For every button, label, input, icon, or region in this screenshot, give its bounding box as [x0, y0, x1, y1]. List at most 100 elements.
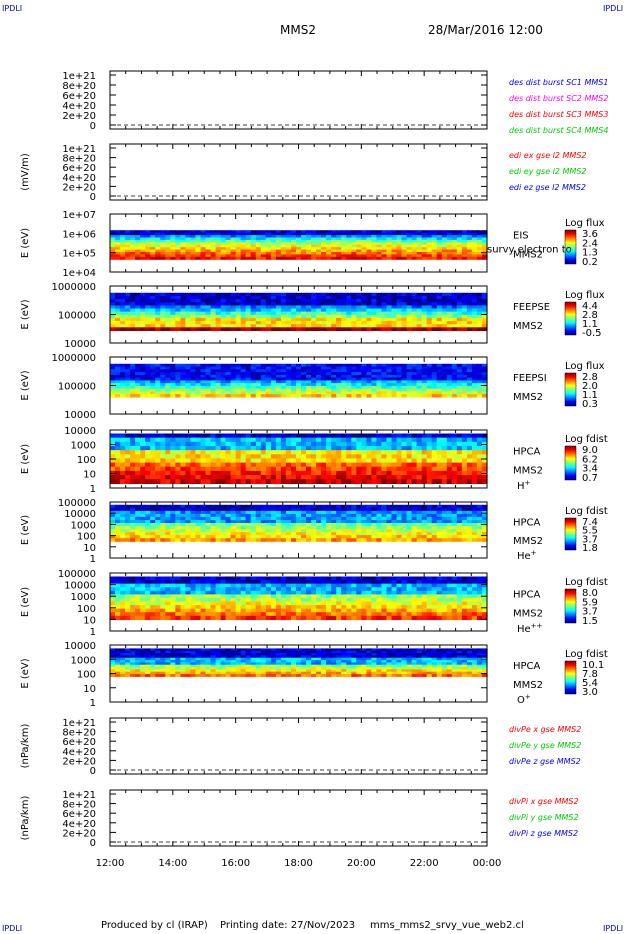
- panel-3-cell: [225, 247, 232, 251]
- panel-6-cell: [245, 446, 252, 451]
- panel-6-cell: [240, 433, 247, 439]
- panel-5-colorbar-title: Log flux: [565, 361, 605, 372]
- panel-5-cell: [346, 394, 352, 398]
- panel-5-cell: [120, 374, 126, 379]
- panel-3-cell: [306, 230, 312, 234]
- panel-5-cell: [205, 394, 212, 398]
- panel-4-cell: [396, 302, 403, 306]
- panel-7-cell: [351, 529, 357, 533]
- panel-3-cell: [321, 244, 327, 248]
- panel-7-cell: [190, 516, 196, 521]
- panel-3-cell: [170, 252, 176, 255]
- panel-3-cell: [215, 239, 222, 243]
- panel-5-cell: [225, 380, 232, 384]
- panel-4-cell: [230, 314, 237, 319]
- panel-5-cell: [291, 374, 297, 379]
- panel-5-cell: [170, 394, 176, 398]
- panel-6-cell: [280, 458, 287, 464]
- panel-4-cell: [396, 308, 403, 313]
- panel-7-cell: [456, 504, 463, 509]
- panel-4-cell: [280, 296, 287, 300]
- panel-6-cell: [205, 446, 212, 451]
- panel-3-cell: [270, 244, 277, 248]
- panel-5-cell: [115, 366, 121, 370]
- panel-7-cell: [446, 529, 453, 533]
- panel-4-cell: [120, 317, 126, 322]
- panel-5-cell: [190, 385, 196, 390]
- panel-7-cell: [235, 535, 242, 539]
- panel-5-cell: [471, 391, 478, 395]
- panel-6-cell: [120, 441, 126, 447]
- panel-5-cell: [331, 391, 337, 395]
- panel-3-cell: [482, 256, 488, 260]
- panel-3-cell: [426, 244, 433, 248]
- panel-7-cell: [230, 504, 237, 509]
- panel-5-cell: [120, 388, 126, 392]
- panel-6-cell: [431, 454, 438, 460]
- panel-3-cell: [301, 235, 307, 239]
- panel-6-cell: [376, 470, 382, 476]
- panel-3-cell: [110, 252, 116, 255]
- panel-7-cell: [230, 520, 237, 524]
- panel-5-cell: [145, 380, 151, 384]
- panel-6-cell: [275, 466, 282, 472]
- panel-5-cell: [371, 394, 377, 398]
- panel-4-cell: [376, 317, 382, 322]
- panel-4-cell: [476, 299, 483, 303]
- panel-5-cell: [301, 380, 307, 384]
- panel-4-cell: [125, 324, 131, 328]
- panel-4-cell: [170, 296, 176, 300]
- panel-4-cell: [115, 292, 121, 297]
- panel-3-cell: [296, 244, 302, 248]
- panel-5-cell: [482, 380, 488, 384]
- panel-7-cell: [285, 535, 292, 539]
- panel-4-cell: [265, 302, 272, 306]
- panel-4-cell: [145, 311, 151, 316]
- panel-6-cell: [431, 433, 438, 439]
- panel-3-cell: [306, 239, 312, 243]
- panel-6-cell: [120, 462, 126, 468]
- panel-5-cell: [195, 394, 202, 398]
- panel-3-cell: [386, 239, 393, 243]
- panel-7-cell: [361, 504, 367, 509]
- panel-6-cell: [321, 454, 327, 460]
- panel-4-cell: [321, 296, 327, 300]
- panel-7-cell: [476, 520, 483, 524]
- panel-7-cell: [316, 507, 322, 512]
- panel-7-cell: [406, 516, 413, 521]
- panel-7-cell: [461, 535, 468, 539]
- panel-4-cell: [150, 302, 156, 306]
- panel-6-cell: [416, 475, 423, 480]
- panel-5-cell: [456, 394, 463, 398]
- panel-6-cell: [311, 475, 317, 480]
- panel-4-cell: [140, 302, 146, 306]
- panel-3-cell: [255, 232, 262, 236]
- panel-7-cell: [311, 529, 317, 533]
- panel-7-cell: [482, 535, 488, 539]
- panel-5-cell: [482, 391, 488, 395]
- panel-6-cell: [296, 450, 302, 455]
- panel-6-cell: [135, 462, 141, 468]
- panel-7-cell: [275, 523, 282, 527]
- panel-5-cell: [301, 385, 307, 390]
- panel-6-cell: [215, 437, 222, 443]
- panel-3-colorbar-title: Log flux: [565, 218, 605, 229]
- panel-6-cell: [391, 454, 398, 460]
- panel-3-cell: [376, 230, 382, 234]
- panel-6-cell: [321, 466, 327, 472]
- panel-5-cell: [446, 380, 453, 384]
- panel-5-cell: [421, 372, 428, 376]
- panel-6-cell: [160, 433, 166, 439]
- panel-4-cell: [451, 321, 458, 325]
- panel-7-cell: [301, 538, 307, 542]
- panel-7-cell: [115, 504, 121, 509]
- panel-5-cell: [331, 383, 337, 387]
- panel-3-cell: [175, 249, 181, 253]
- panel-4-cell: [336, 308, 342, 313]
- panel-6-cell: [120, 475, 126, 480]
- panel-5-cell: [130, 385, 136, 390]
- panel-3-cell: [336, 232, 342, 236]
- panel-5-cell: [235, 380, 242, 384]
- panel-7-cell: [140, 535, 146, 539]
- panel-4-cell: [285, 327, 292, 331]
